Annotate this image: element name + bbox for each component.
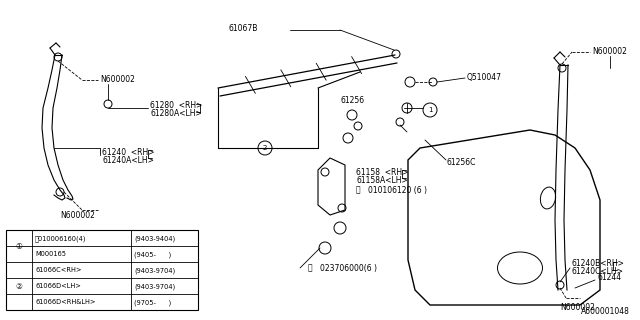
Text: 61240A<LH>: 61240A<LH>	[102, 156, 154, 164]
Text: 023706000(6 ): 023706000(6 )	[320, 263, 377, 273]
Text: (9403-9704): (9403-9704)	[134, 283, 175, 290]
Text: Ⓑ010006160(4): Ⓑ010006160(4)	[35, 235, 86, 242]
Text: 61244: 61244	[597, 274, 621, 283]
Text: 61066D<RH&LH>: 61066D<RH&LH>	[35, 300, 95, 305]
Text: (9403-9404): (9403-9404)	[134, 235, 175, 242]
Text: 61256C: 61256C	[446, 157, 476, 166]
Text: ①: ①	[16, 242, 22, 251]
Text: Ⓝ: Ⓝ	[308, 263, 312, 273]
Text: 61240B<RH>: 61240B<RH>	[572, 260, 625, 268]
Text: 61158A<LH>: 61158A<LH>	[356, 175, 408, 185]
Text: 61256: 61256	[340, 95, 364, 105]
Bar	[6, 230, 198, 310]
Text: 61066D<LH>: 61066D<LH>	[35, 284, 81, 289]
Text: 61280A<LH>: 61280A<LH>	[150, 108, 202, 117]
Text: N600002: N600002	[592, 46, 627, 55]
Text: (9405-      ): (9405- )	[134, 251, 172, 258]
Text: ②: ②	[16, 282, 22, 291]
Text: 2: 2	[263, 145, 267, 151]
Text: N600002: N600002	[100, 75, 135, 84]
Text: 61066C<RH>: 61066C<RH>	[35, 268, 81, 273]
Text: 010106120 (6 ): 010106120 (6 )	[368, 186, 427, 195]
Text: Q510047: Q510047	[467, 73, 502, 82]
Text: (9705-      ): (9705- )	[134, 299, 172, 306]
Text: 61158  <RH>: 61158 <RH>	[356, 167, 408, 177]
Text: N600002: N600002	[560, 303, 595, 313]
Text: (9403-9704): (9403-9704)	[134, 267, 175, 274]
Text: Ⓑ: Ⓑ	[356, 186, 360, 195]
Text: 61280  <RH>: 61280 <RH>	[150, 100, 202, 109]
Text: 61240C<LH>: 61240C<LH>	[572, 268, 624, 276]
Text: 61067B: 61067B	[228, 23, 257, 33]
Text: A600001048: A600001048	[581, 307, 630, 316]
Text: M000165: M000165	[35, 252, 66, 257]
Text: 1: 1	[428, 107, 432, 113]
Text: N600002: N600002	[60, 211, 95, 220]
Text: 61240  <RH>: 61240 <RH>	[102, 148, 154, 156]
